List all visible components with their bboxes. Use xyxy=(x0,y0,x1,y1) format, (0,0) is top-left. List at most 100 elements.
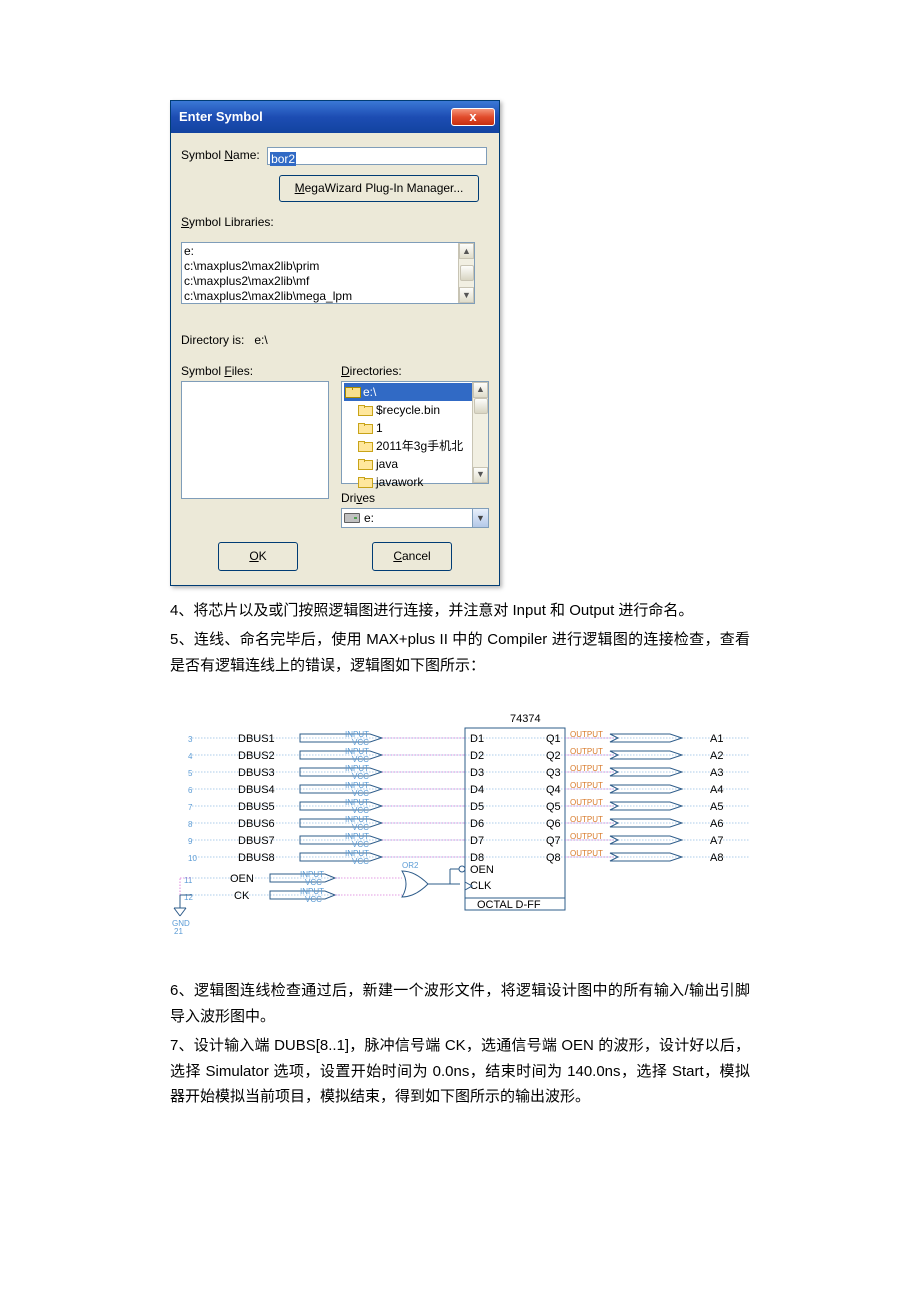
svg-text:OUTPUT: OUTPUT xyxy=(570,764,603,773)
svg-text:VCC: VCC xyxy=(352,823,369,832)
svg-text:OUTPUT: OUTPUT xyxy=(570,747,603,756)
list-item[interactable]: java xyxy=(344,455,486,473)
svg-text:D2: D2 xyxy=(470,750,484,762)
svg-text:OUTPUT: OUTPUT xyxy=(570,815,603,824)
gnd-symbol: GND 21 xyxy=(172,878,192,936)
svg-text:OUTPUT: OUTPUT xyxy=(570,849,603,858)
svg-text:A2: A2 xyxy=(710,750,723,762)
paragraph-7: 7、设计输入端 DUBS[8..1]，脉冲信号端 CK，选通信号端 OEN 的波… xyxy=(170,1033,750,1110)
symbol-libraries-list[interactable]: e: c:\maxplus2\max2lib\prim c:\maxplus2\… xyxy=(181,242,475,304)
svg-text:VCC: VCC xyxy=(352,738,369,747)
svg-text:Q8: Q8 xyxy=(546,852,561,864)
svg-text:OR2: OR2 xyxy=(402,861,419,870)
chevron-down-icon[interactable]: ▼ xyxy=(472,509,488,527)
svg-text:A1: A1 xyxy=(710,733,723,745)
list-item[interactable]: e:\ xyxy=(344,383,486,401)
or-gate xyxy=(402,871,428,897)
svg-text:OUTPUT: OUTPUT xyxy=(570,730,603,739)
files-column: Symbol Files: xyxy=(181,361,329,529)
megawizard-button[interactable]: MegaWizard Plug-In Manager... xyxy=(279,175,479,201)
symbol-name-label: Symbol Name: xyxy=(181,145,260,165)
svg-text:DBUS8: DBUS8 xyxy=(238,852,275,864)
paragraph-4: 4、将芯片以及或门按照逻辑图进行连接，并注意对 Input 和 Output 进… xyxy=(170,598,750,624)
paragraph-6: 6、逻辑图连线检查通过后，新建一个波形文件，将逻辑设计图中的所有输入/输出引脚导… xyxy=(170,978,750,1029)
megawizard-row: MegaWizard Plug-In Manager... xyxy=(181,175,489,201)
directories-list[interactable]: e:\ $recycle.bin 1 2011年3g手机北 xyxy=(341,381,489,484)
scroll-thumb[interactable] xyxy=(474,398,488,414)
drives-select[interactable]: e: ▼ xyxy=(341,508,489,528)
scroll-thumb[interactable] xyxy=(460,265,474,281)
svg-text:4: 4 xyxy=(188,752,193,761)
svg-text:VCC: VCC xyxy=(352,840,369,849)
files-dirs-columns: Symbol Files: Directories: e:\ $recycle.… xyxy=(181,361,489,529)
directory-is-row: Directory is: e:\ xyxy=(181,330,489,350)
svg-text:DBUS5: DBUS5 xyxy=(238,801,275,813)
svg-text:Q1: Q1 xyxy=(546,733,561,745)
svg-text:D4: D4 xyxy=(470,784,484,796)
directories-label: Directories: xyxy=(341,361,489,381)
symbol-files-list[interactable] xyxy=(181,381,329,499)
directory-is-value: e:\ xyxy=(254,333,267,347)
chip-footer: OCTAL D-FF xyxy=(477,899,541,911)
scroll-down-icon[interactable]: ▼ xyxy=(473,467,488,483)
svg-text:VCC: VCC xyxy=(352,789,369,798)
svg-text:DBUS7: DBUS7 xyxy=(238,835,275,847)
enter-symbol-dialog: Enter Symbol x Symbol Name: bor2 MegaWiz… xyxy=(170,100,500,586)
dialog-title: Enter Symbol xyxy=(179,106,263,128)
folder-icon xyxy=(358,423,372,434)
svg-text:Q2: Q2 xyxy=(546,750,561,762)
svg-text:VCC: VCC xyxy=(352,755,369,764)
svg-text:Q6: Q6 xyxy=(546,818,561,830)
list-item[interactable]: c:\maxplus2\max2lib\mf xyxy=(184,274,472,289)
list-item[interactable]: 2011年3g手机北 xyxy=(344,437,486,455)
drive-icon xyxy=(344,513,360,523)
svg-text:VCC: VCC xyxy=(305,878,322,887)
svg-text:A3: A3 xyxy=(710,767,723,779)
svg-text:8: 8 xyxy=(188,820,193,829)
svg-text:D5: D5 xyxy=(470,801,484,813)
svg-text:D8: D8 xyxy=(470,852,484,864)
dialog-titlebar[interactable]: Enter Symbol x xyxy=(171,101,499,133)
svg-text:D1: D1 xyxy=(470,733,484,745)
list-item[interactable]: 1 xyxy=(344,419,486,437)
svg-text:DBUS1: DBUS1 xyxy=(238,733,275,745)
svg-text:OUTPUT: OUTPUT xyxy=(570,832,603,841)
scrollbar[interactable]: ▲ ▼ xyxy=(472,382,488,483)
svg-text:DBUS6: DBUS6 xyxy=(238,818,275,830)
svg-text:CLK: CLK xyxy=(470,880,492,892)
svg-text:11: 11 xyxy=(184,876,193,885)
dialog-button-row: OK Cancel xyxy=(181,542,489,570)
svg-text:12: 12 xyxy=(184,893,193,902)
folder-open-icon xyxy=(345,387,359,398)
svg-text:A6: A6 xyxy=(710,818,723,830)
svg-text:DBUS2: DBUS2 xyxy=(238,750,275,762)
svg-text:OUTPUT: OUTPUT xyxy=(570,781,603,790)
list-item[interactable]: javawork xyxy=(344,473,486,491)
svg-text:VCC: VCC xyxy=(352,772,369,781)
scrollbar[interactable]: ▲ ▼ xyxy=(458,243,474,303)
dialog-body: Symbol Name: bor2 MegaWizard Plug-In Man… xyxy=(171,133,499,585)
list-item[interactable]: e: xyxy=(184,244,472,259)
scroll-up-icon[interactable]: ▲ xyxy=(459,243,474,259)
scroll-down-icon[interactable]: ▼ xyxy=(459,287,474,303)
symbol-name-input[interactable]: bor2 xyxy=(267,147,487,165)
scroll-up-icon[interactable]: ▲ xyxy=(473,382,488,398)
svg-text:VCC: VCC xyxy=(352,857,369,866)
svg-text:VCC: VCC xyxy=(352,806,369,815)
svg-text:3: 3 xyxy=(188,735,193,744)
logic-schematic: 3 4 5 6 7 8 9 10 11 12 74374 OCTAL D-FF … xyxy=(170,708,770,948)
svg-text:VCC: VCC xyxy=(305,895,322,904)
svg-text:6: 6 xyxy=(188,786,193,795)
svg-text:D6: D6 xyxy=(470,818,484,830)
dirs-column: Directories: e:\ $recycle.bin 1 xyxy=(341,361,489,529)
ok-button[interactable]: OK xyxy=(218,542,298,570)
svg-text:A7: A7 xyxy=(710,835,723,847)
symbol-files-label: Symbol Files: xyxy=(181,361,329,381)
close-icon[interactable]: x xyxy=(451,108,495,126)
svg-text:10: 10 xyxy=(188,854,197,863)
cancel-button[interactable]: Cancel xyxy=(372,542,452,570)
list-item[interactable]: c:\maxplus2\max2lib\mega_lpm xyxy=(184,289,472,304)
list-item[interactable]: $recycle.bin xyxy=(344,401,486,419)
list-item[interactable]: c:\maxplus2\max2lib\prim xyxy=(184,259,472,274)
symbol-name-row: Symbol Name: bor2 xyxy=(181,145,489,165)
